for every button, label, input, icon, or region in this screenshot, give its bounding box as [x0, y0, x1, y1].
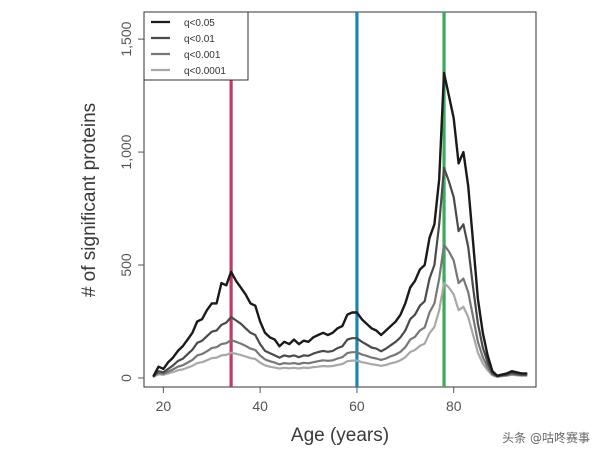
series-lines [152, 71, 528, 378]
y-axis: 0 500 1,000 1,500 [118, 21, 144, 382]
plot-frame [143, 11, 537, 388]
legend-label-q001: q<0.01 [184, 34, 215, 45]
watermark: 头条 @咕咚赛事 [502, 431, 590, 445]
legend: q<0.05 q<0.01 q<0.001 q<0.0001 [143, 11, 249, 81]
legend-label-q00001: q<0.0001 [184, 66, 226, 77]
x-tick-label-80: 80 [446, 398, 462, 414]
x-axis: 20 40 60 80 [156, 387, 462, 414]
x-tick-label-60: 60 [349, 398, 365, 414]
legend-label-q0001: q<0.001 [184, 50, 221, 61]
legend-label-q005: q<0.05 [184, 18, 215, 29]
y-tick-label-0: 0 [118, 374, 134, 382]
series-line-q0001 [152, 243, 528, 378]
series-line-q001 [152, 166, 528, 378]
y-tick-label-1500: 1,500 [118, 21, 134, 56]
x-tick-label-20: 20 [156, 398, 172, 414]
y-axis-title: # of significant proteins [79, 103, 100, 297]
legend-box [143, 11, 249, 81]
series-line-q005 [152, 71, 528, 377]
x-axis-title: Age (years) [291, 425, 389, 446]
series-line-q00001 [152, 282, 528, 378]
y-tick-label-1000: 1,000 [118, 134, 134, 169]
y-tick-label-500: 500 [118, 253, 134, 277]
x-tick-label-40: 40 [252, 398, 268, 414]
